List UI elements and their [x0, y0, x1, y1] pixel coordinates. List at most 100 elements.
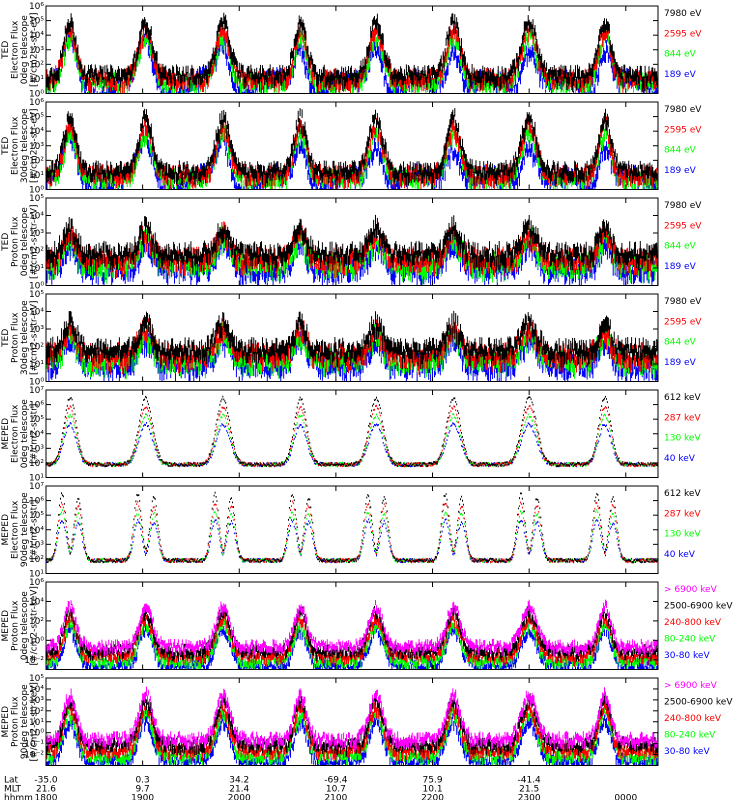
- y-tick-label: 10⁴: [29, 31, 44, 41]
- x-tick-label: 10.7: [326, 785, 346, 795]
- y-axis-label-line: [#/cm2-s-str]: [30, 500, 40, 560]
- x-tick-label: -41.4: [518, 776, 542, 786]
- y-axis-label-line: TED: [1, 329, 11, 348]
- series-trace-meped-electron-90-0: [45, 518, 659, 564]
- y-axis-label: TEDElectron Flux0deg telescope[#/cm2-s-s…: [1, 12, 40, 87]
- y-axis-label-line: [#/cm2-s-str-eV]: [30, 204, 40, 279]
- y-tick-label: 10⁴: [29, 308, 44, 318]
- y-tick-label: 10³: [29, 142, 44, 152]
- y-axis-label-line: Proton Flux: [11, 696, 21, 747]
- panel-frame: [45, 197, 659, 286]
- y-tick-label: 10⁷: [29, 482, 44, 492]
- x-row-label-hhmm: hhmm: [4, 794, 33, 800]
- y-axis-label-line: [#/cm2-s-str-keV]: [30, 586, 40, 665]
- y-axis-label-line: 0deg telescope: [20, 207, 30, 277]
- y-tick-label: 10⁵: [29, 113, 44, 123]
- legend-entry: 612 keV: [664, 393, 701, 403]
- x-tick-label: 2100: [324, 794, 347, 800]
- legend-entry: 189 eV: [664, 358, 697, 368]
- y-tick-label: 10⁰: [29, 636, 44, 646]
- y-tick-label: 10⁻¹: [24, 740, 44, 750]
- y-axis-label-line: TED: [1, 137, 11, 156]
- panel-meped-electron-90: [45, 485, 659, 574]
- y-tick-label: 10⁰: [29, 378, 44, 388]
- y-axis-label-line: [#/cm2-s-str-eV]: [30, 300, 40, 375]
- series-trace-meped-proton-90-2: [45, 700, 659, 763]
- y-axis-label: TEDElectron Flux30deg telescope[#/cm2-s-…: [1, 108, 40, 183]
- y-axis-label-line: Electron Flux: [11, 404, 21, 463]
- panel-frame: [45, 581, 659, 670]
- legend-entry: 844 eV: [664, 338, 697, 348]
- legend-entry: 2595 eV: [664, 125, 702, 135]
- legend-entry: 287 keV: [664, 413, 701, 423]
- y-axis-label: TEDProton Flux0deg telescope[#/cm2-s-str…: [1, 204, 40, 279]
- x-row-label-mlt: MLT: [4, 785, 22, 795]
- legend-entry: 844 eV: [664, 146, 697, 156]
- x-tick-label: 2000: [228, 794, 251, 800]
- y-axis-label: MEPEDElectron Flux0deg telescope[#/cm2-s…: [1, 399, 40, 469]
- legend-entry: 130 keV: [664, 434, 701, 444]
- x-tick-label: 21.4: [229, 785, 249, 795]
- y-axis-label-line: MEPED: [1, 418, 11, 450]
- y-tick-label: 10⁵: [29, 290, 44, 300]
- panel-ted-proton-30: [45, 293, 659, 382]
- y-tick-label: 10⁴: [29, 597, 44, 607]
- y-tick-label: 10⁻²: [24, 656, 44, 666]
- y-axis-label: TEDProton Flux30deg telescope[#/cm2-s-st…: [1, 300, 40, 375]
- x-tick-label: 0000: [614, 794, 637, 800]
- legend-entry: 7980 eV: [664, 9, 702, 19]
- y-axis-label-line: Proton Flux: [11, 312, 21, 363]
- y-axis-label-line: 0deg telescope: [20, 591, 30, 661]
- y-tick-label: 10¹: [29, 75, 44, 85]
- y-axis-label-line: Proton Flux: [11, 600, 21, 651]
- series-trace-meped-electron-90-1: [45, 509, 659, 564]
- y-tick-label: 10⁶: [29, 401, 44, 411]
- y-tick-label: 10¹: [29, 264, 44, 274]
- series-trace-meped-electron-0-3: [45, 395, 659, 468]
- x-row-label-lat: Lat: [4, 776, 19, 786]
- legend-entry: > 6900 keV: [664, 585, 718, 595]
- legend-entry: 2500-6900 keV: [664, 698, 733, 708]
- legend-entry: 130 keV: [664, 530, 701, 540]
- panel-meped-proton-90: [45, 677, 659, 766]
- legend-entry: 287 keV: [664, 509, 701, 519]
- y-tick-label: 10²: [29, 343, 44, 353]
- y-axis-label-line: Electron Flux: [11, 116, 21, 175]
- y-axis-label-line: MEPED: [1, 610, 11, 642]
- y-tick-label: 10³: [29, 325, 44, 335]
- y-axis-label-line: Electron Flux: [11, 500, 21, 559]
- y-axis-label: MEPEDElectron Flux90deg telescope[#/cm2-…: [1, 492, 40, 567]
- y-tick-label: 10⁴: [29, 212, 44, 222]
- y-tick-label: 10²: [29, 459, 44, 469]
- y-axis-label-line: Proton Flux: [11, 216, 21, 267]
- y-axis-label-line: [#/cm2-s-str-eV]: [30, 12, 40, 87]
- legend-entry: 189 eV: [664, 70, 697, 80]
- legend-entry: 240-800 keV: [664, 618, 722, 628]
- y-tick-label: 10²: [29, 60, 44, 70]
- y-tick-label: 10⁴: [29, 526, 44, 536]
- legend-entry: 189 eV: [664, 262, 697, 272]
- y-tick-label: 10⁶: [29, 98, 44, 108]
- panel-meped-proton-0: [45, 581, 659, 670]
- y-tick-label: 10³: [29, 540, 44, 550]
- y-axis-label-line: [#/cm2-s-str-eV]: [30, 108, 40, 183]
- y-tick-label: 10³: [29, 229, 44, 239]
- x-tick-label: 2300: [518, 794, 541, 800]
- y-tick-label: 10⁶: [29, 2, 44, 12]
- y-tick-label: 10⁵: [29, 511, 44, 521]
- y-axis-label-line: Electron Flux: [11, 20, 21, 79]
- y-tick-label: 10¹: [29, 570, 44, 580]
- y-tick-label: 10²: [29, 156, 44, 166]
- y-tick-label: 10⁶: [29, 578, 44, 588]
- panel-ted-electron-0: [45, 5, 659, 94]
- x-tick-label: -35.0: [34, 776, 58, 786]
- legend-entry: 30-80 keV: [664, 747, 710, 757]
- y-axis-label-line: 0deg telescope: [20, 15, 30, 85]
- y-tick-label: 10⁵: [29, 674, 44, 684]
- y-tick-label: 10²: [29, 617, 44, 627]
- y-axis-label-line: 30deg telescope: [20, 300, 30, 375]
- y-tick-label: 10⁶: [29, 497, 44, 507]
- y-axis-label-line: [#/cm2-s-str-keV]: [30, 682, 40, 761]
- y-axis-label-line: TED: [1, 233, 11, 252]
